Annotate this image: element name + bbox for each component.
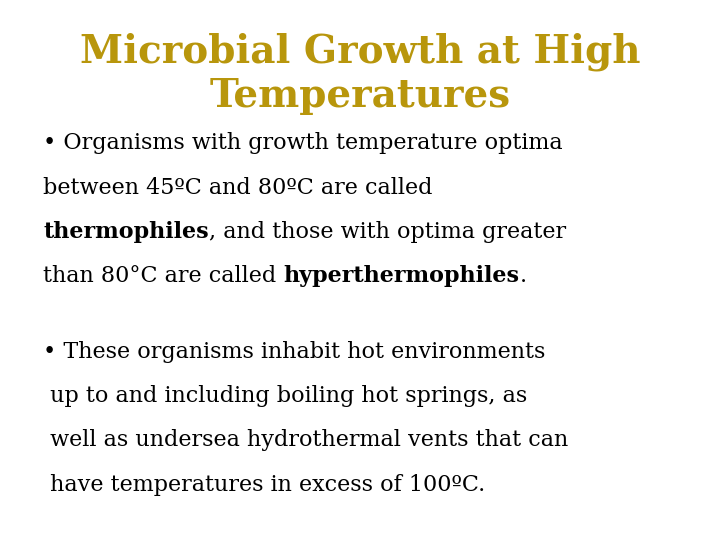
- Text: up to and including boiling hot springs, as: up to and including boiling hot springs,…: [43, 385, 528, 407]
- Text: • These organisms inhabit hot environments: • These organisms inhabit hot environmen…: [43, 341, 546, 363]
- Text: hyperthermophiles: hyperthermophiles: [284, 265, 520, 287]
- Text: , and those with optima greater: , and those with optima greater: [209, 221, 566, 243]
- Text: well as undersea hydrothermal vents that can: well as undersea hydrothermal vents that…: [43, 429, 569, 451]
- Text: • Organisms with growth temperature optima: • Organisms with growth temperature opti…: [43, 132, 563, 154]
- Text: than 80°C are called: than 80°C are called: [43, 265, 284, 287]
- Text: .: .: [520, 265, 527, 287]
- Text: have temperatures in excess of 100ºC.: have temperatures in excess of 100ºC.: [43, 474, 485, 496]
- Text: between 45ºC and 80ºC are called: between 45ºC and 80ºC are called: [43, 177, 433, 199]
- Text: Microbial Growth at High
Temperatures: Microbial Growth at High Temperatures: [80, 32, 640, 115]
- Text: thermophiles: thermophiles: [43, 221, 209, 243]
